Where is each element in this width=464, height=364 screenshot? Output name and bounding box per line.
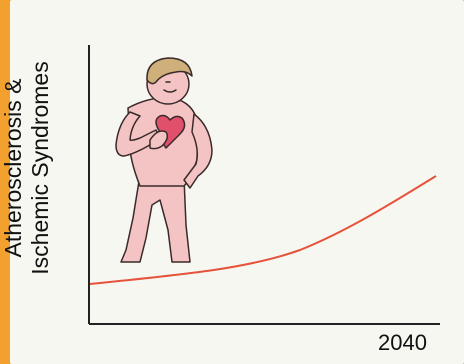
y-axis-label-line2: Ischemic Syndromes [27,61,53,275]
person-holding-heart-icon [115,57,213,263]
diagram-panel [10,0,464,364]
trend-curve [89,175,437,285]
y-axis-label-line1: Atherosclerosis & [0,78,26,258]
x-axis-tick-label: 2040 [378,330,427,355]
